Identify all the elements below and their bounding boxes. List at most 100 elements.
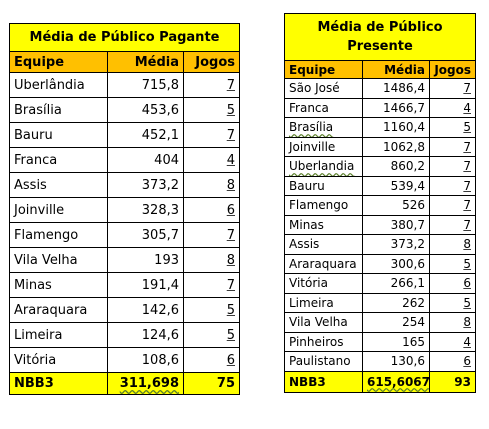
- jogos-cell: 7: [182, 222, 241, 248]
- table-row: Araraquara 300,6 5: [284, 253, 476, 274]
- team-cell: Vila Velha: [284, 312, 363, 333]
- column-header-jogos: Jogos: [182, 51, 241, 73]
- media-cell: 191,4: [107, 272, 184, 298]
- table-row: Araraquara 142,6 5: [9, 297, 241, 323]
- table-row: Bauru 452,1 7: [9, 122, 241, 148]
- media-cell: 404: [107, 147, 184, 173]
- table-row: Minas 380,7 7: [284, 214, 476, 235]
- jogos-cell: 4: [429, 331, 476, 352]
- jogos-cell: 7: [429, 136, 476, 157]
- table-row: Franca 404 4: [9, 147, 241, 173]
- media-cell: 266,1: [362, 273, 430, 294]
- jogos-cell: 7: [182, 272, 241, 298]
- media-cell: 108,6: [107, 347, 184, 373]
- media-cell: 453,6: [107, 97, 184, 123]
- team-cell: Brasília: [9, 97, 108, 123]
- jogos-cell: 7: [429, 78, 476, 99]
- media-cell: 124,6: [107, 322, 184, 348]
- table-row: São José 1486,4 7: [284, 78, 476, 99]
- team-cell: Limeira: [9, 322, 108, 348]
- jogos-cell: 6: [429, 351, 476, 372]
- media-cell: 328,3: [107, 197, 184, 223]
- table-row: Limeira 124,6 5: [9, 322, 241, 348]
- column-header-media: Média: [362, 60, 430, 79]
- team-cell: Flamengo: [284, 195, 363, 216]
- total-media: 615,6067: [362, 370, 430, 393]
- total-row: NBB3 615,6067 93: [284, 370, 476, 393]
- jogos-cell: 5: [429, 253, 476, 274]
- total-media-value: 615,6067: [367, 374, 430, 389]
- total-label: NBB3: [9, 372, 108, 395]
- team-cell: Uberlandia: [284, 156, 363, 177]
- jogos-cell: 7: [429, 195, 476, 216]
- total-label: NBB3: [284, 370, 363, 393]
- team-cell: Flamengo: [9, 222, 108, 248]
- media-cell: 254: [362, 312, 430, 333]
- media-cell: 262: [362, 292, 430, 313]
- team-cell: Araraquara: [284, 253, 363, 274]
- team-name: Uberlandia: [289, 159, 355, 174]
- column-header-media: Média: [107, 51, 184, 73]
- team-cell: São José: [284, 78, 363, 99]
- jogos-cell: 8: [182, 172, 241, 198]
- table-title: Média de Público Pagante: [8, 23, 241, 52]
- jogos-cell: 7: [429, 214, 476, 235]
- media-cell: 452,1: [107, 122, 184, 148]
- team-cell: Franca: [9, 147, 108, 173]
- media-cell: 193: [107, 247, 184, 273]
- table-row: Brasília 1160,4 5: [284, 117, 476, 138]
- table-row: Joinville 1062,8 7: [284, 136, 476, 157]
- team-cell: Paulistano: [284, 351, 363, 372]
- table-row: Vitória 108,6 6: [9, 347, 241, 373]
- total-row: NBB3 311,698 75: [9, 372, 241, 395]
- team-cell: Assis: [9, 172, 108, 198]
- media-cell: 373,2: [107, 172, 184, 198]
- jogos-cell: 7: [429, 156, 476, 177]
- jogos-cell: 6: [182, 197, 241, 223]
- total-media-value: 311,698: [119, 376, 179, 391]
- team-cell: Brasília: [284, 117, 363, 138]
- table-row: Vitória 266,1 6: [284, 273, 476, 294]
- team-cell: Franca: [284, 97, 363, 118]
- jogos-cell: 8: [429, 234, 476, 255]
- team-cell: Minas: [284, 214, 363, 235]
- team-name: Brasília: [289, 120, 334, 135]
- media-cell: 165: [362, 331, 430, 352]
- jogos-cell: 5: [429, 292, 476, 313]
- team-cell: Araraquara: [9, 297, 108, 323]
- team-cell: Assis: [284, 234, 363, 255]
- media-cell: 860,2: [362, 156, 430, 177]
- jogos-cell: 4: [429, 97, 476, 118]
- media-cell: 1062,8: [362, 136, 430, 157]
- team-cell: Joinville: [9, 197, 108, 223]
- media-cell: 130,6: [362, 351, 430, 372]
- team-cell: Vitória: [284, 273, 363, 294]
- jogos-cell: 5: [182, 97, 241, 123]
- total-jogos: 93: [429, 370, 476, 393]
- jogos-cell: 7: [182, 122, 241, 148]
- jogos-cell: 5: [182, 322, 241, 348]
- table-row: Paulistano 130,6 6: [284, 351, 476, 372]
- team-cell: Vila Velha: [9, 247, 108, 273]
- table-row: Minas 191,4 7: [9, 272, 241, 298]
- table-row: Flamengo 526 7: [284, 195, 476, 216]
- presente-table: Média de Público Presente Equipe Média J…: [284, 13, 476, 393]
- media-cell: 142,6: [107, 297, 184, 323]
- table-row: Bauru 539,4 7: [284, 175, 476, 196]
- pagante-table: Média de Público Pagante Equipe Média Jo…: [8, 23, 241, 395]
- jogos-cell: 8: [429, 312, 476, 333]
- table-row: Assis 373,2 8: [9, 172, 241, 198]
- media-cell: 300,6: [362, 253, 430, 274]
- media-cell: 526: [362, 195, 430, 216]
- table-row: Uberlandia 860,2 7: [284, 156, 476, 177]
- jogos-cell: 8: [182, 247, 241, 273]
- team-cell: Joinville: [284, 136, 363, 157]
- jogos-cell: 4: [182, 147, 241, 173]
- team-cell: Pinheiros: [284, 331, 363, 352]
- jogos-cell: 5: [182, 297, 241, 323]
- table-row: Franca 1466,7 4: [284, 97, 476, 118]
- media-cell: 1160,4: [362, 117, 430, 138]
- media-cell: 380,7: [362, 214, 430, 235]
- table-row: Limeira 262 5: [284, 292, 476, 313]
- team-cell: Bauru: [284, 175, 363, 196]
